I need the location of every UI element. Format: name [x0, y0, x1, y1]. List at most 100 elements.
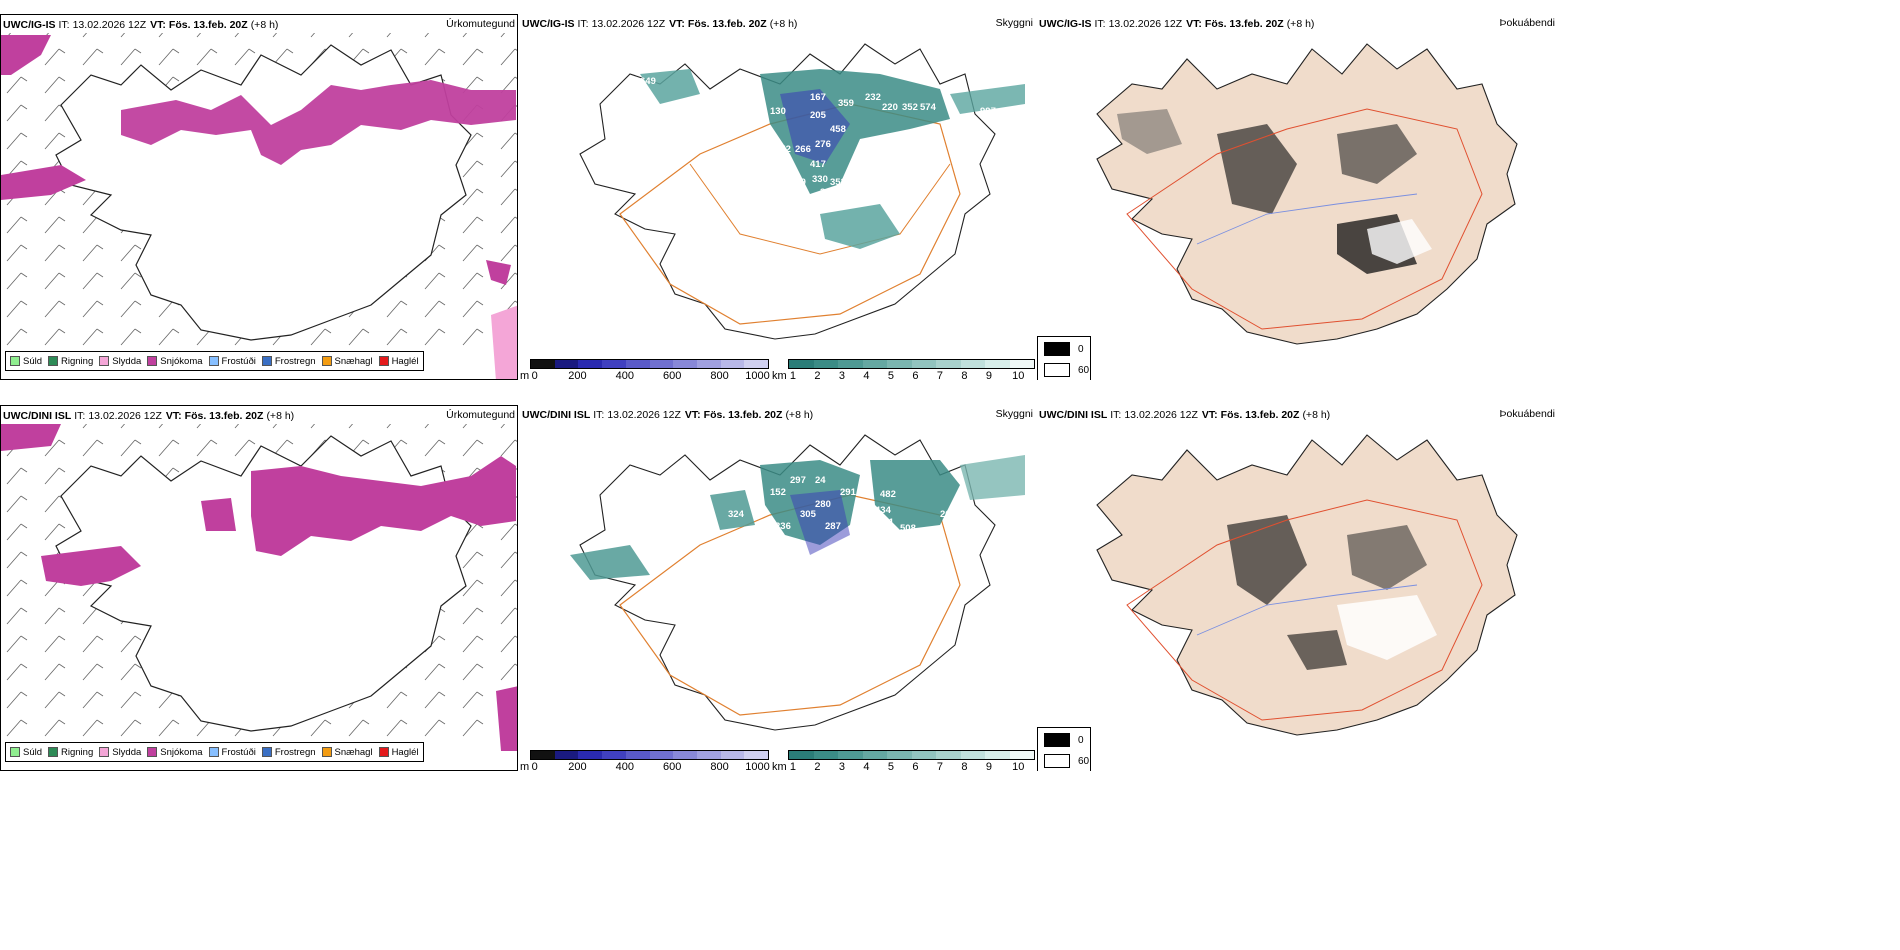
- sleet-area-se: [491, 305, 517, 379]
- tick-label: 600: [663, 761, 682, 771]
- roads: [689, 163, 951, 255]
- tick-label: 400: [615, 761, 634, 771]
- legend-label: Súld: [23, 746, 43, 758]
- colorbar-bin: [862, 360, 887, 368]
- fog-legend-row: 0: [1044, 733, 1084, 747]
- visibility-value-label: 221: [878, 517, 894, 528]
- legend-label: Frostúði: [221, 746, 256, 758]
- it-label: IT:: [1110, 409, 1122, 421]
- colorbar-bin: [887, 360, 912, 368]
- sleet-area-se: [496, 686, 517, 751]
- fog-legend-label: 0: [1078, 734, 1084, 746]
- low-visibility-area: [820, 204, 900, 249]
- lead-time: (+8 h): [1302, 409, 1331, 421]
- model-name: UWC/IG-IS: [1039, 18, 1092, 30]
- low-visibility-area: [870, 460, 960, 530]
- tick-label: 1000: [745, 761, 770, 771]
- legend-item: Snæhagl: [321, 747, 373, 758]
- legend-label: Haglél: [391, 355, 419, 367]
- low-visibility-area: [960, 455, 1025, 500]
- roads: [619, 103, 961, 325]
- colorbar-bin: [649, 751, 674, 759]
- legend-label: Slydda: [112, 746, 142, 758]
- visibility-value-label: 205: [810, 110, 826, 121]
- fog-legend-row: 60: [1044, 754, 1089, 768]
- legend-item: Slydda: [99, 356, 141, 367]
- vt-label: VT:: [684, 409, 701, 421]
- tick-label: 4: [863, 761, 870, 771]
- tick-label: 2: [814, 761, 821, 771]
- fog-map: [1096, 43, 1518, 345]
- colorbar-bin: [789, 751, 814, 759]
- lead-time: (+8 h): [266, 410, 295, 422]
- colorbar-bin: [985, 751, 1010, 759]
- colorbar-bin: [602, 360, 626, 368]
- lead-time: (+8 h): [250, 19, 279, 31]
- tick-label: 0: [531, 761, 538, 771]
- fog-area: [1287, 630, 1347, 670]
- visibility-value-label: 232: [865, 92, 881, 103]
- colorbar-bin: [720, 360, 745, 368]
- precip-type-map: [1, 33, 517, 379]
- legend-swatch: [261, 356, 272, 366]
- visibility-value-label: 353: [830, 177, 846, 188]
- visibility-value-label: 220: [882, 102, 898, 113]
- legend-swatch: [147, 356, 158, 366]
- visibility-value-label: 261: [940, 509, 956, 520]
- glacier: [1337, 595, 1437, 660]
- tick-label: 600: [663, 370, 682, 380]
- roads: [1126, 108, 1483, 330]
- tick-label: 3: [838, 370, 845, 380]
- vt-value: Fös. 13.feb. 20Z: [1220, 409, 1300, 421]
- fog-legend-label: 60: [1078, 755, 1090, 767]
- visibility-value-label: 152: [770, 487, 786, 498]
- low-visibility-area: [950, 84, 1025, 114]
- colorbar-bin: [578, 751, 603, 759]
- legend-swatch: [208, 747, 219, 757]
- colorbar-bin: [789, 360, 814, 368]
- precip-type-panel-row2: UWC/DINI ISL IT: 13.02.2026 12Z VT: Fös.…: [0, 405, 518, 771]
- tick-label: 10: [1012, 761, 1025, 771]
- tick-label: 5: [887, 761, 894, 771]
- roads: [1126, 499, 1483, 721]
- colorbar-bin: [696, 360, 721, 368]
- fog-legend-label: 0: [1078, 343, 1084, 355]
- colorbar-bin: [531, 751, 555, 759]
- low-visibility-area: [710, 490, 755, 530]
- rivers: [1196, 584, 1418, 636]
- colorbar-bin: [649, 360, 674, 368]
- legend-label: Frostregn: [274, 355, 316, 367]
- tick-label: 8: [961, 761, 968, 771]
- visibility-value-label: 287: [825, 521, 841, 532]
- vt-value: Fös. 13.feb. 20Z: [1204, 18, 1284, 30]
- legend-item: Frostregn: [261, 355, 316, 367]
- cloudbase-colorbar: [530, 750, 769, 760]
- legend-swatch: [99, 747, 110, 757]
- vt-value: Fös. 13.feb. 20Z: [687, 18, 767, 30]
- tick-label: 3: [838, 761, 845, 771]
- tick-label: 6: [912, 761, 919, 771]
- visibility-value-label: 499: [790, 177, 806, 188]
- visibility-unit: km: [772, 370, 787, 380]
- precip-legend: Súld Rigning Slydda Snjókoma Frostúði Fr…: [5, 742, 424, 762]
- colorbar-bin: [744, 360, 769, 368]
- legend-swatch: [378, 747, 389, 757]
- tick-label: 4: [863, 370, 870, 380]
- fog-legend-swatch: [1044, 363, 1070, 377]
- legend-item: Súld: [10, 356, 42, 367]
- vt-label: VT:: [669, 18, 685, 30]
- snow-area-west: [1, 165, 86, 200]
- legend-label: Rigning: [61, 355, 94, 367]
- it-label: IT:: [577, 18, 589, 30]
- visibility-value-label: 352: [902, 102, 918, 113]
- vt-label: VT:: [1186, 18, 1202, 30]
- fog-panel-row2: UWC/DINI ISL IT: 13.02.2026 12Z VT: Fös.…: [1037, 405, 1557, 771]
- legend-item: Frostúði: [208, 746, 256, 758]
- legend-item: Slydda: [99, 747, 141, 758]
- colorbar-bin: [936, 360, 961, 368]
- visibility-value-label: 704: [632, 120, 648, 131]
- panel-title: Þokuábendi: [1499, 17, 1555, 29]
- panel-header: UWC/DINI ISL IT: 13.02.2026 12Z VT: Fös.…: [3, 409, 515, 423]
- legend-item: Haglél: [378, 355, 419, 367]
- tick-label: 7: [936, 761, 943, 771]
